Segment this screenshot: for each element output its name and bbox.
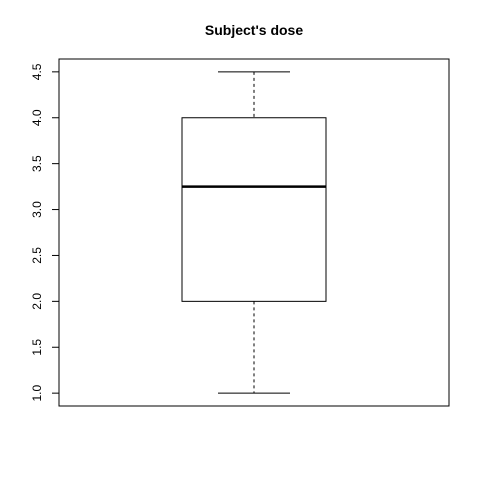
- y-axis: 1.0 1.5 2.0 2.5 3.0 3.5 4.0 4.5: [30, 63, 60, 401]
- chart-title: Subject's dose: [205, 22, 303, 38]
- y-tick-label: 1.5: [30, 339, 44, 356]
- y-tick-label: 1.0: [30, 384, 44, 401]
- y-tick-label: 4.5: [30, 63, 44, 80]
- boxplot: [181, 71, 327, 394]
- y-tick-label: 3.0: [30, 201, 44, 218]
- iqr-box: [181, 117, 327, 302]
- y-tick-label: 2.0: [30, 293, 44, 310]
- y-tick-label: 2.5: [30, 247, 44, 264]
- y-tick-label: 3.5: [30, 155, 44, 172]
- y-tick-label: 4.0: [30, 109, 44, 126]
